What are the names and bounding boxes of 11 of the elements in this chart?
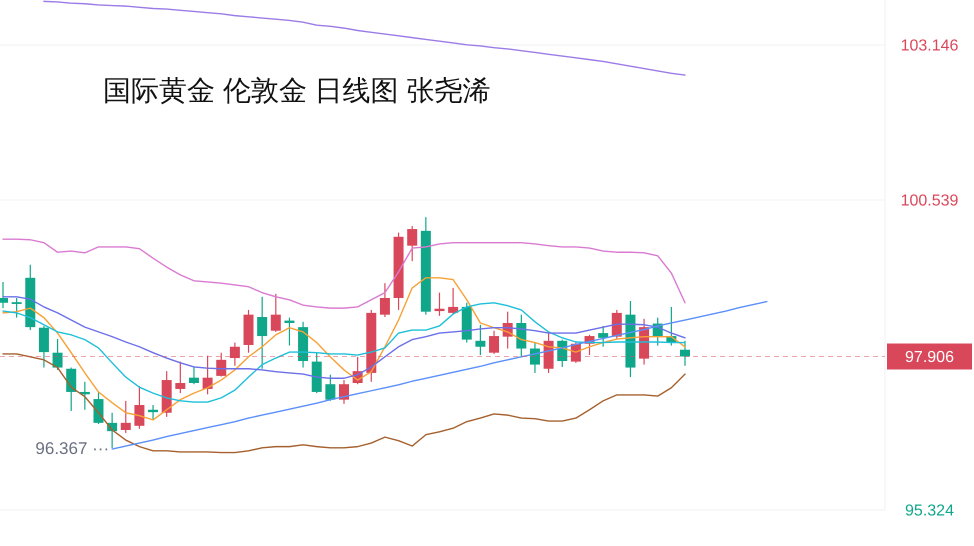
line-series	[2, 353, 686, 454]
y-tick-label: 95.324	[905, 502, 954, 520]
y-tick-label: 103.146	[900, 38, 959, 55]
annotation: 96.367 ···	[35, 438, 110, 458]
ref-line-label: 97.906	[905, 349, 954, 366]
line-series	[43, 0, 686, 76]
y-tick-label: 100.539	[900, 192, 959, 210]
line-series	[111, 300, 768, 450]
line-series	[2, 238, 686, 309]
text: 国际黄金 伦敦金 日线图 张尧浠	[103, 75, 490, 106]
line-series	[2, 302, 686, 403]
